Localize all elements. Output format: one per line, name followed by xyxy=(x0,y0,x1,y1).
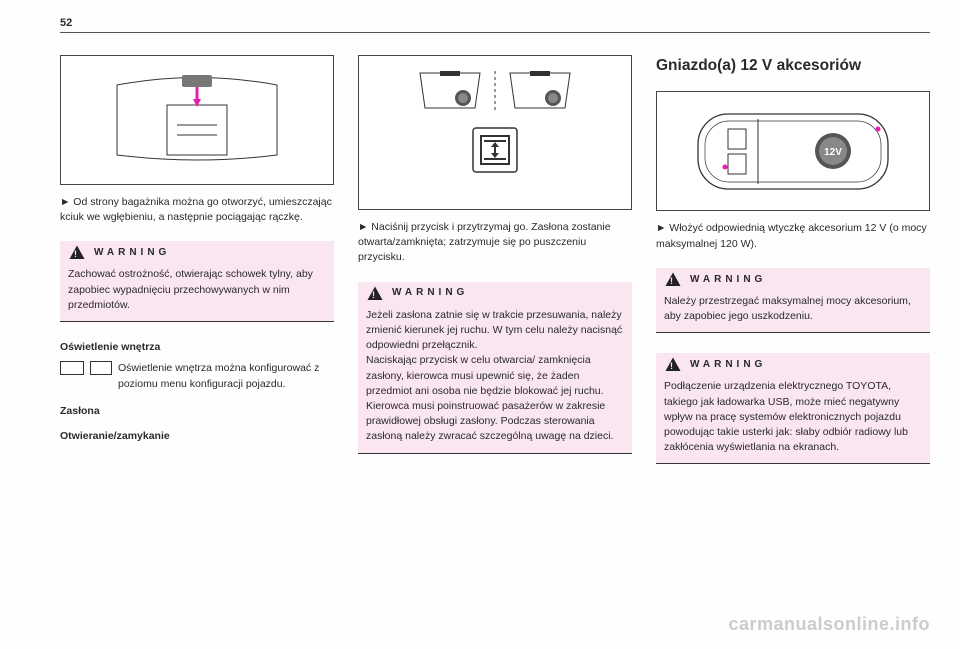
warning-body: Zachować ostrożność, otwierając schowek … xyxy=(60,263,334,321)
vehicle-top-illustration: 12V xyxy=(683,99,903,204)
icons-row: Oświetlenie wnętrza można konfigurować z… xyxy=(60,361,334,391)
warning-icon: ! xyxy=(664,271,682,289)
subhead-blind: Zasłona xyxy=(60,404,334,419)
warning-box-2: ! WARNING Jeżeli zasłona zatnie się w tr… xyxy=(358,282,632,454)
para-trunk-open: ► Od strony bagażnika można go otworzyć,… xyxy=(60,195,334,225)
warning-icon: ! xyxy=(68,244,86,262)
para-insert-plug: ► Włożyć odpowiednią wtyczkę akcesorium … xyxy=(656,221,930,251)
page-number: 52 xyxy=(60,16,72,32)
warning-icon: ! xyxy=(664,356,682,374)
warning-box-1: ! WARNING Zachować ostrożność, otwierają… xyxy=(60,241,334,322)
figure-blind-control xyxy=(358,55,632,210)
icons-text: Oświetlenie wnętrza można konfigurować z… xyxy=(118,361,334,391)
warning-body: Jeżeli zasłona zatnie się w trakcie prze… xyxy=(358,304,632,453)
watermark: carmanualsonline.info xyxy=(728,611,930,637)
svg-text:!: ! xyxy=(670,361,676,371)
menu-icon xyxy=(60,361,84,375)
warning-label: WARNING xyxy=(392,286,468,301)
page-content: ► Od strony bagażnika można go otworzyć,… xyxy=(60,55,930,639)
svg-text:!: ! xyxy=(670,276,676,286)
figure-trunk-release xyxy=(60,55,334,185)
column-3: Gniazdo(a) 12 V akcesoriów 12V ► Włożyć … xyxy=(656,55,930,639)
warning-label: WARNING xyxy=(94,246,170,261)
subhead-lighting: Oświetlenie wnętrza xyxy=(60,340,334,355)
warning-header: ! WARNING xyxy=(656,268,930,290)
warning-body: Podłączenie urządzenia elektrycznego TOY… xyxy=(656,375,930,463)
warning-label: WARNING xyxy=(690,358,766,373)
column-1: ► Od strony bagażnika można go otworzyć,… xyxy=(60,55,334,639)
warning-box-3b: ! WARNING Podłączenie urządzenia elektry… xyxy=(656,353,930,464)
trunk-illustration xyxy=(97,65,297,175)
warning-body: Należy przestrzegać maksymalnej mocy akc… xyxy=(656,290,930,332)
svg-text:12V: 12V xyxy=(824,147,842,158)
column-2: ► Naciśnij przycisk i przytrzymaj go. Za… xyxy=(358,55,632,639)
subhead-open-close: Otwieranie/zamykanie xyxy=(60,429,334,444)
section-title-12v: Gniazdo(a) 12 V akcesoriów xyxy=(656,55,930,77)
warning-box-3a: ! WARNING Należy przestrzegać maksymalne… xyxy=(656,268,930,333)
blind-illustration xyxy=(395,63,595,203)
figure-12v-socket: 12V xyxy=(656,91,930,211)
warning-icon: ! xyxy=(366,285,384,303)
warning-header: ! WARNING xyxy=(656,353,930,375)
svg-text:!: ! xyxy=(74,249,80,259)
vehicle-icon xyxy=(90,361,112,375)
divider-top xyxy=(60,32,930,33)
warning-header: ! WARNING xyxy=(358,282,632,304)
para-press-hold: ► Naciśnij przycisk i przytrzymaj go. Za… xyxy=(358,220,632,266)
svg-text:!: ! xyxy=(372,289,378,299)
warning-header: ! WARNING xyxy=(60,241,334,263)
warning-label: WARNING xyxy=(690,273,766,288)
